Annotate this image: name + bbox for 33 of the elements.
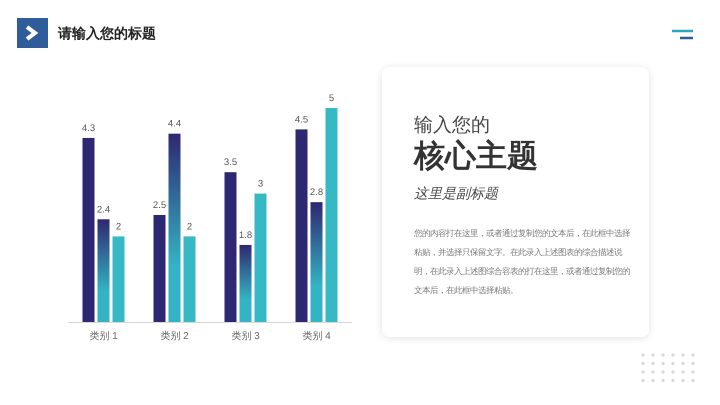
data-label: 5	[328, 93, 334, 104]
data-label: 2	[116, 221, 122, 232]
text: 您的内容打在这里，或者通过复制您的文本后，在此框中选择粘贴，并选择只保留文字。在此录入上述图表的综合描述说明，在此录入上述图综合容表的打在这里，或者通过复制您的文本后，在此框中选择粘贴。	[414, 227, 631, 297]
data-label: 2	[186, 221, 192, 232]
bar	[254, 194, 266, 322]
data-label: 2.4	[96, 204, 110, 216]
data-label: 4.3	[82, 122, 96, 134]
bar	[154, 215, 166, 322]
data-label: 2.8	[310, 187, 324, 198]
bar	[224, 172, 236, 322]
x-tick-label: 类别 3	[231, 330, 260, 342]
bar	[168, 134, 180, 322]
x-tick-label: 类别 4	[302, 330, 332, 342]
data-label: 4.5	[294, 114, 308, 126]
bar	[184, 236, 196, 322]
data-label: 3	[258, 178, 264, 190]
x-tick-label: 类别 1	[89, 330, 118, 342]
bar	[98, 219, 110, 322]
data-label: 4.4	[168, 118, 182, 130]
data-label: 3.5	[224, 157, 238, 168]
text: 核心主题	[414, 137, 538, 175]
x-tick-label: 类别 2	[160, 330, 190, 342]
chart-title: 请输入您的标题	[57, 25, 156, 41]
text: 输入您的	[414, 114, 490, 138]
bar	[240, 244, 252, 322]
bar	[326, 108, 338, 322]
text: 这里是副标题	[414, 185, 498, 203]
data-label: 2.5	[152, 200, 166, 211]
bar	[310, 202, 322, 322]
bar	[82, 138, 94, 322]
bar	[296, 129, 308, 322]
data-label: 1.8	[238, 230, 252, 241]
bar	[112, 236, 124, 322]
